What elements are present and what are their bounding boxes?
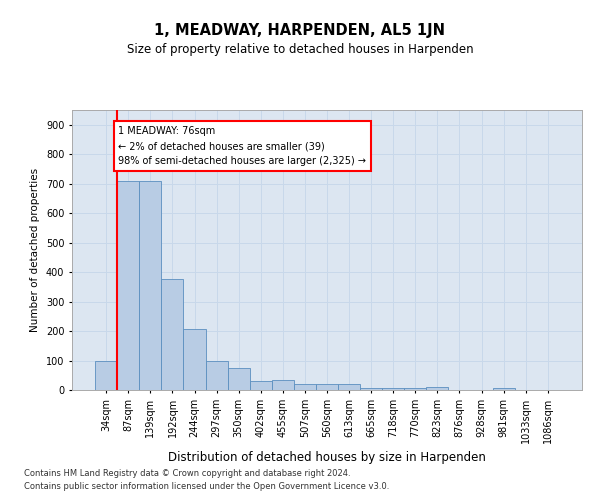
Bar <box>227 368 250 390</box>
Text: Size of property relative to detached houses in Harpenden: Size of property relative to detached ho… <box>127 42 473 56</box>
Text: Contains public sector information licensed under the Open Government Licence v3: Contains public sector information licen… <box>24 482 389 491</box>
Bar <box>117 180 139 390</box>
Bar <box>272 380 294 390</box>
Bar <box>427 387 448 390</box>
Bar <box>338 384 360 390</box>
Bar <box>95 360 117 390</box>
Bar <box>206 362 227 390</box>
Bar <box>382 388 404 390</box>
Bar <box>316 384 338 390</box>
X-axis label: Distribution of detached houses by size in Harpenden: Distribution of detached houses by size … <box>168 451 486 464</box>
Bar <box>250 381 272 390</box>
Bar <box>360 388 382 390</box>
Text: 1 MEADWAY: 76sqm
← 2% of detached houses are smaller (39)
98% of semi-detached h: 1 MEADWAY: 76sqm ← 2% of detached houses… <box>118 126 367 166</box>
Y-axis label: Number of detached properties: Number of detached properties <box>31 168 40 332</box>
Bar <box>404 388 427 390</box>
Bar <box>139 180 161 390</box>
Bar <box>161 280 184 390</box>
Bar <box>493 388 515 390</box>
Bar <box>294 384 316 390</box>
Bar <box>184 328 206 390</box>
Text: Contains HM Land Registry data © Crown copyright and database right 2024.: Contains HM Land Registry data © Crown c… <box>24 468 350 477</box>
Text: 1, MEADWAY, HARPENDEN, AL5 1JN: 1, MEADWAY, HARPENDEN, AL5 1JN <box>155 22 445 38</box>
